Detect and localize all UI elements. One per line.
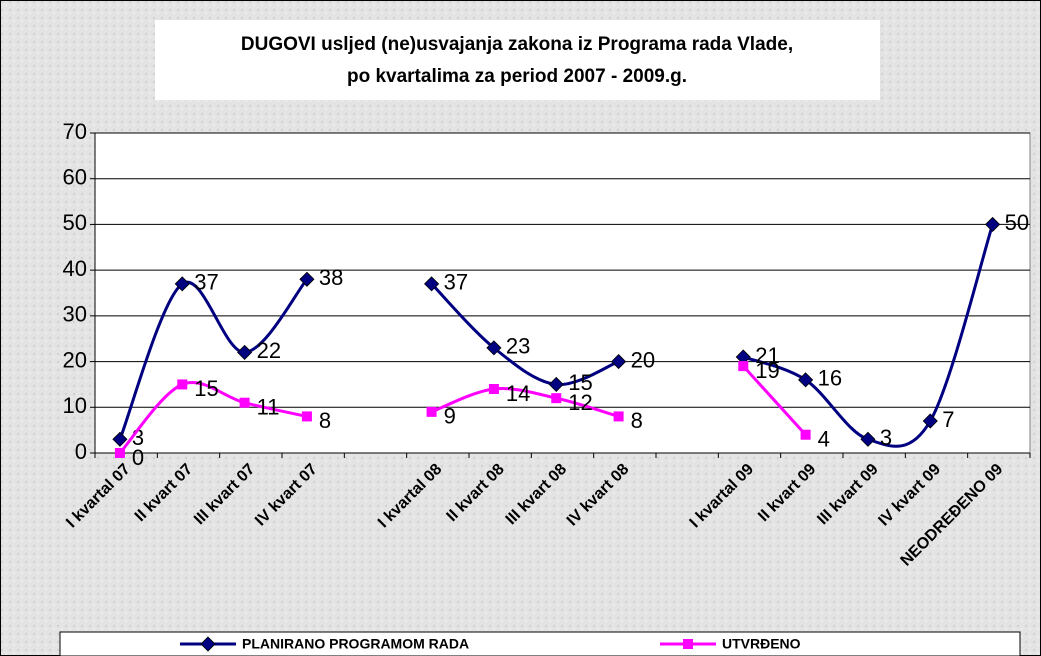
data-label: 8 xyxy=(631,408,643,433)
data-label: 3 xyxy=(880,425,892,450)
legend-label: PLANIRANO PROGRAMOM RADA xyxy=(242,636,469,652)
marker xyxy=(488,384,499,394)
series-line xyxy=(430,282,620,386)
data-label: 0 xyxy=(132,445,144,470)
marker xyxy=(613,411,624,422)
data-label: 21 xyxy=(755,343,779,368)
marker xyxy=(798,372,814,388)
marker xyxy=(426,406,437,417)
data-label: 50 xyxy=(1005,210,1029,235)
marker xyxy=(800,429,811,440)
marker xyxy=(985,216,1001,232)
y-tick-label: 30 xyxy=(63,302,87,327)
marker xyxy=(299,271,315,287)
chart-title: DUGOVI usljed (ne)usvajanja zakona iz Pr… xyxy=(241,34,793,55)
plot-area xyxy=(94,132,1031,454)
marker xyxy=(174,276,190,292)
marker xyxy=(611,354,627,370)
marker xyxy=(239,397,250,408)
marker xyxy=(112,431,128,447)
marker xyxy=(486,340,502,356)
data-label: 4 xyxy=(818,427,830,452)
data-label: 22 xyxy=(257,338,281,363)
y-tick-label: 50 xyxy=(63,210,87,235)
y-tick-label: 70 xyxy=(63,119,87,144)
data-label: 15 xyxy=(568,370,592,395)
series-line xyxy=(118,278,309,440)
y-tick-label: 10 xyxy=(63,393,87,418)
y-tick-label: 60 xyxy=(63,165,87,190)
y-tick-label: 0 xyxy=(75,439,87,464)
marker xyxy=(683,639,693,649)
data-label: 37 xyxy=(194,270,218,295)
data-label: 20 xyxy=(631,347,655,372)
data-label: 12 xyxy=(568,390,592,415)
data-label: 15 xyxy=(194,376,218,401)
data-label: 7 xyxy=(942,407,954,432)
data-label: 16 xyxy=(818,366,842,391)
data-label: 9 xyxy=(444,404,456,429)
data-label: 37 xyxy=(444,270,468,295)
series-line xyxy=(118,381,308,455)
y-tick-label: 20 xyxy=(63,347,87,372)
data-label: 14 xyxy=(506,381,530,406)
marker xyxy=(301,411,312,422)
marker xyxy=(114,448,125,458)
chart-title: po kvartalima za period 2007 - 2009.g. xyxy=(347,66,687,87)
marker xyxy=(922,413,938,429)
data-label: 8 xyxy=(319,408,331,433)
marker xyxy=(424,276,440,292)
marker xyxy=(860,431,876,447)
title-box xyxy=(155,20,880,100)
marker xyxy=(738,361,749,372)
series-line xyxy=(742,223,995,448)
data-label: 19 xyxy=(755,358,779,383)
data-label: 38 xyxy=(319,265,343,290)
marker xyxy=(177,379,188,390)
y-tick-label: 40 xyxy=(63,256,87,281)
marker xyxy=(237,344,253,360)
legend-label: UTVRĐENO xyxy=(722,636,801,652)
marker xyxy=(548,376,564,392)
data-label: 23 xyxy=(506,334,530,359)
data-label: 11 xyxy=(257,395,280,420)
series-line xyxy=(431,387,620,418)
marker xyxy=(200,636,216,652)
marker xyxy=(551,393,562,404)
